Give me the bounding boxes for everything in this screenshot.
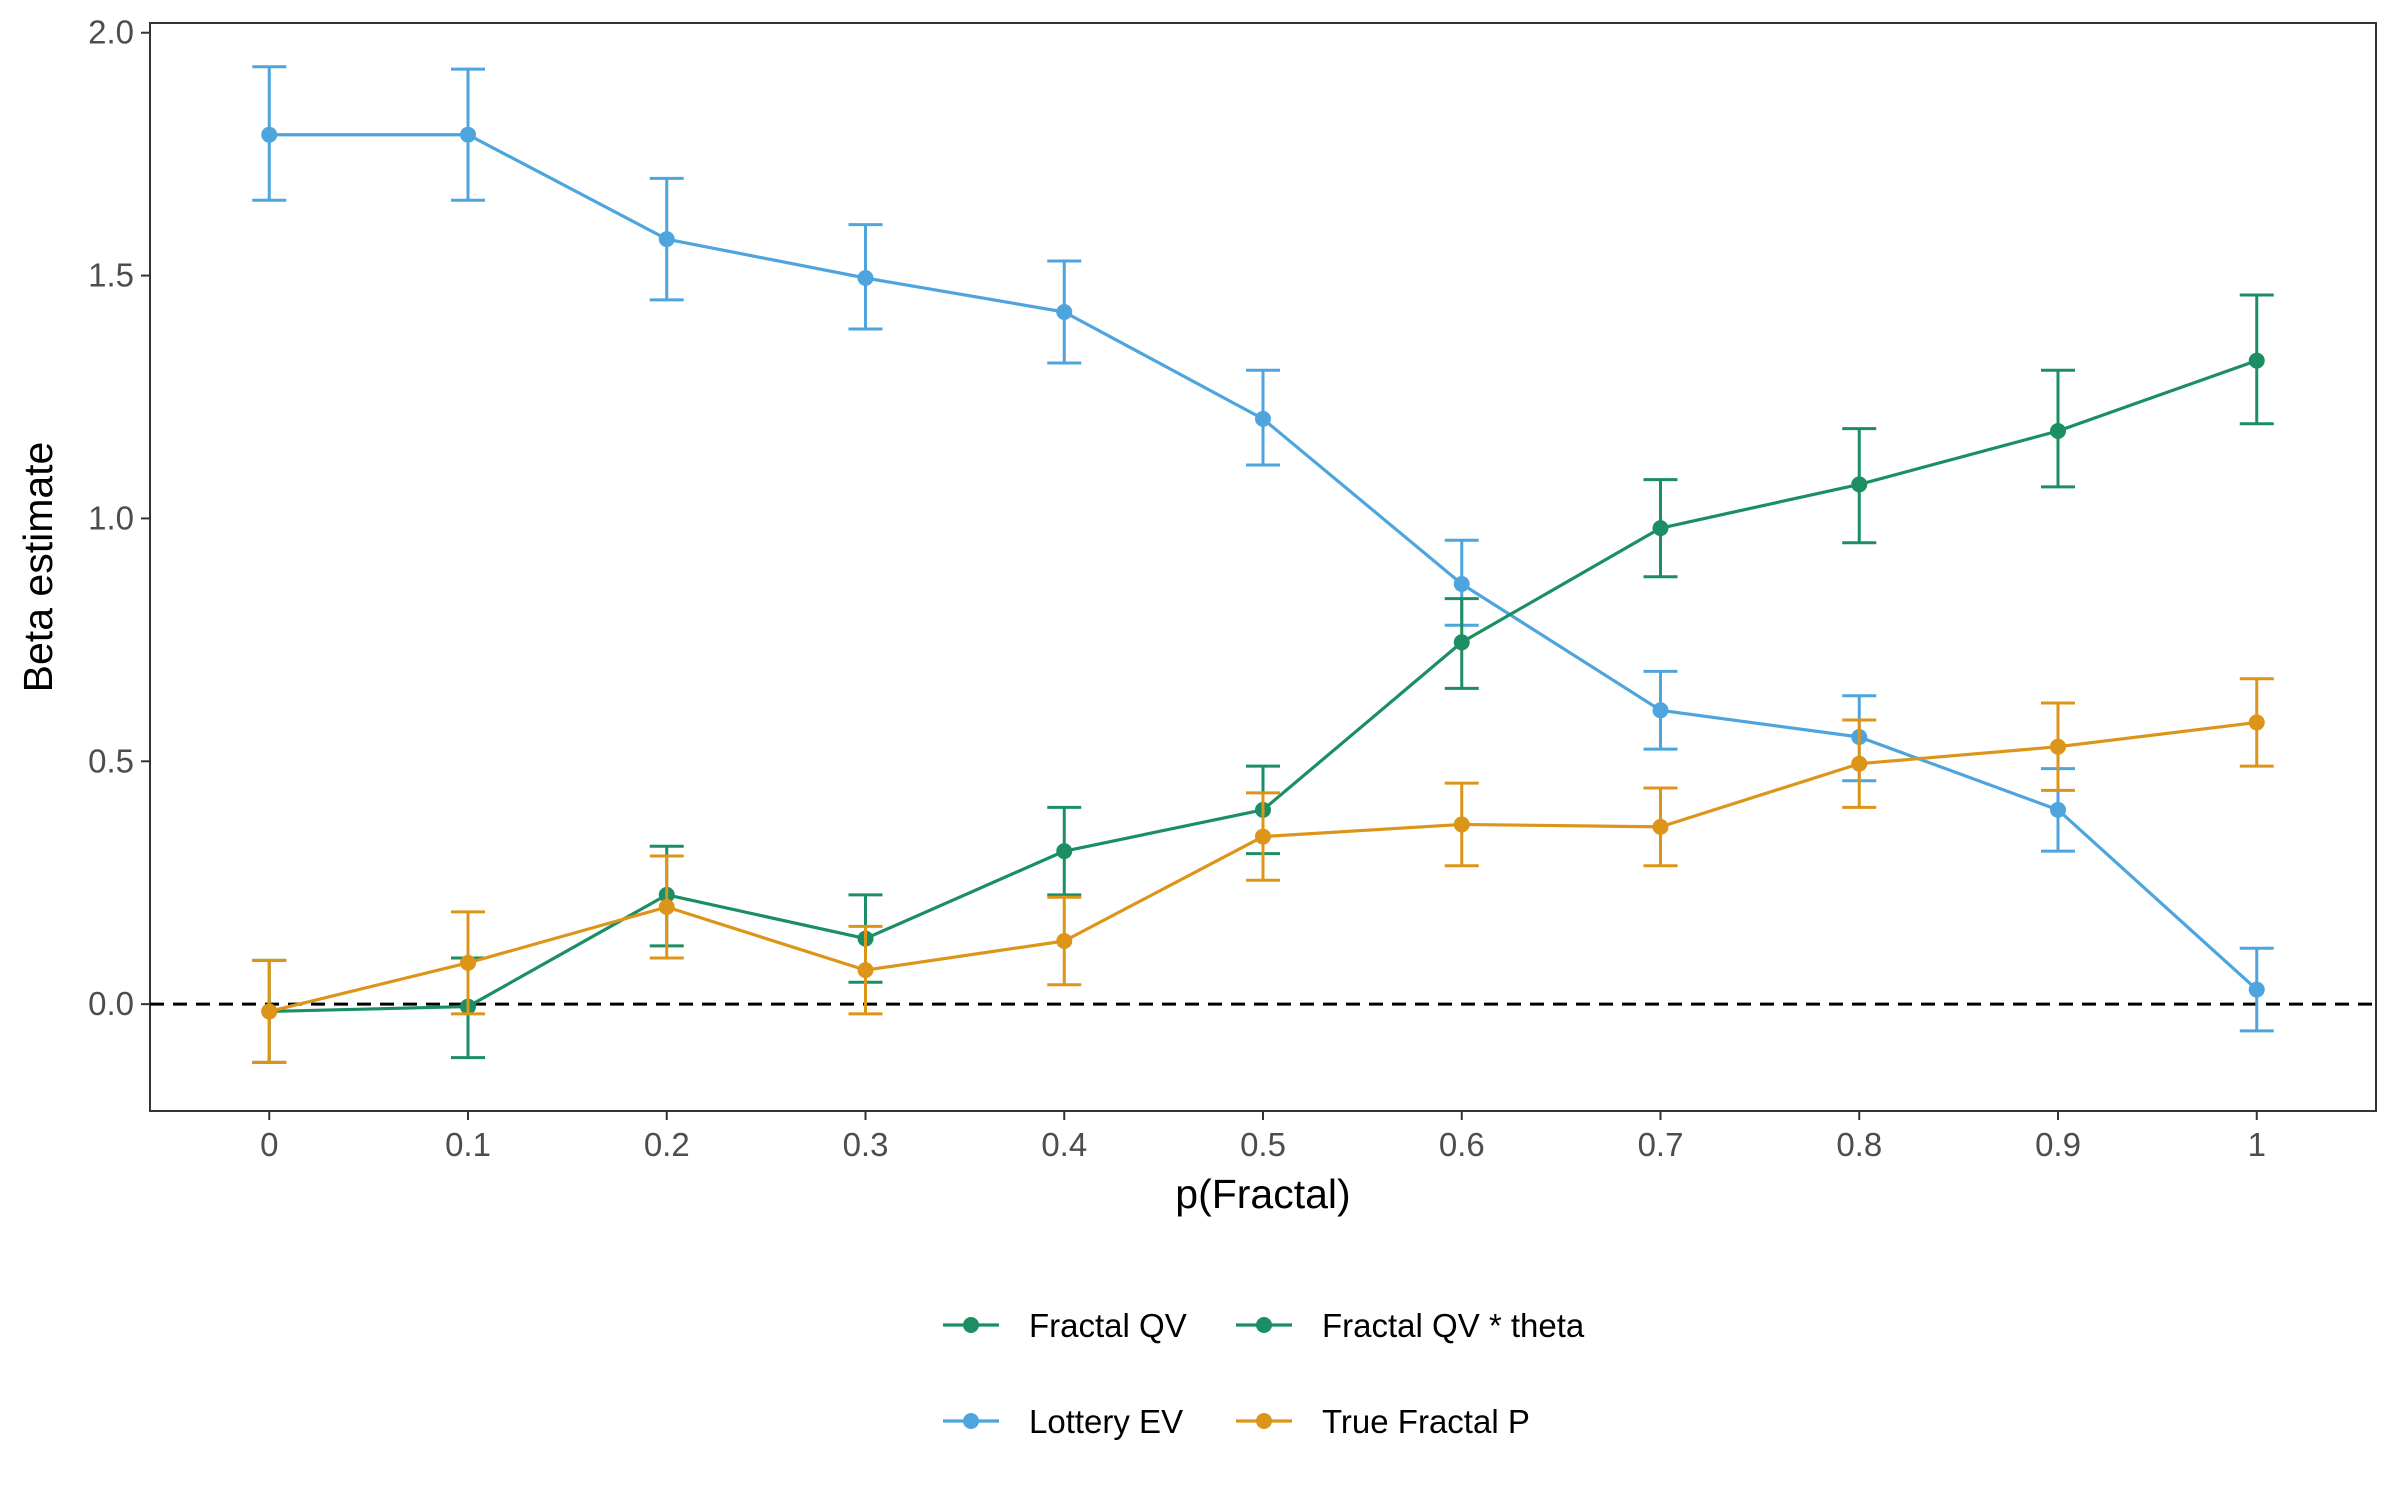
x-tick-label: 0.8 (1836, 1126, 1882, 1163)
data-point (2248, 981, 2265, 998)
x-tick-label: 0.3 (843, 1126, 889, 1163)
y-tick-label: 1.5 (88, 257, 134, 294)
legend-key-point (963, 1413, 979, 1429)
x-axis-title: p(Fractal) (1175, 1171, 1350, 1217)
y-axis-title: Beta estimate (15, 442, 61, 693)
x-tick-label: 0.1 (445, 1126, 491, 1163)
x-tick-label: 0.9 (2035, 1126, 2081, 1163)
legend-label: Fractal QV * theta (1322, 1307, 1585, 1344)
data-point (261, 126, 278, 143)
legend-key-point (963, 1317, 979, 1333)
data-point (1652, 520, 1669, 537)
x-tick-label: 0.2 (644, 1126, 690, 1163)
plot-area (149, 22, 2377, 1112)
data-point (1453, 816, 1470, 833)
y-tick-label: 0.0 (88, 985, 134, 1022)
data-point (1652, 702, 1669, 719)
y-axis: 0.0 0.5 1.0 1.5 2.0 (88, 14, 150, 1022)
data-point (658, 231, 675, 248)
y-tick-label: 2.0 (88, 14, 134, 51)
x-axis: 0 0.1 0.2 0.3 0.4 0.5 0.6 0.7 0.8 0.9 1 (260, 1111, 2266, 1163)
data-point (1851, 755, 1868, 772)
data-point (261, 1003, 278, 1020)
legend-key-point (1256, 1413, 1272, 1429)
data-point (2050, 738, 2066, 755)
data-point (1453, 634, 1470, 651)
legend: Fractal QV Fractal QV * theta Lottery EV Tr… (943, 1307, 1585, 1440)
legend-label: Fractal QV (1029, 1307, 1187, 1344)
series-true-fractal-p (252, 677, 2274, 1064)
legend-key-point (1256, 1317, 1272, 1333)
data-point (2248, 352, 2265, 369)
x-tick-label: 0.4 (1041, 1126, 1087, 1163)
y-tick-label: 0.5 (88, 742, 134, 779)
data-point (857, 270, 874, 286)
legend-item-fractal-qv: Fractal QV (943, 1307, 1187, 1344)
data-point (1255, 828, 1271, 845)
legend-item-lottery-ev: Lottery EV (943, 1403, 1183, 1440)
data-point (2248, 714, 2265, 731)
data-point (1255, 410, 1271, 427)
legend-label: True Fractal P (1322, 1403, 1530, 1440)
x-tick-label: 0.5 (1240, 1126, 1286, 1163)
data-point (857, 962, 874, 979)
x-tick-label: 1 (2248, 1126, 2266, 1163)
data-point (1056, 933, 1073, 949)
data-point (1056, 843, 1073, 860)
series-layer (252, 65, 2274, 1064)
x-tick-label: 0.7 (1638, 1126, 1684, 1163)
data-point (2050, 801, 2066, 818)
data-point (460, 954, 476, 971)
data-point (658, 899, 675, 915)
data-point (1652, 818, 1669, 835)
data-point (2050, 423, 2066, 439)
data-point (460, 126, 476, 143)
x-tick-label: 0.6 (1439, 1126, 1485, 1163)
legend-item-true-fractal-p: True Fractal P (1236, 1403, 1530, 1440)
data-point (1453, 576, 1470, 592)
series-lottery-ev (252, 65, 2274, 1033)
legend-item-fractal-qv-theta: Fractal QV * theta (1236, 1307, 1585, 1344)
x-tick-label: 0 (260, 1126, 278, 1163)
data-point (1851, 476, 1868, 493)
y-tick-label: 1.0 (88, 499, 134, 536)
legend-label: Lottery EV (1029, 1403, 1183, 1440)
data-point (1056, 304, 1073, 320)
